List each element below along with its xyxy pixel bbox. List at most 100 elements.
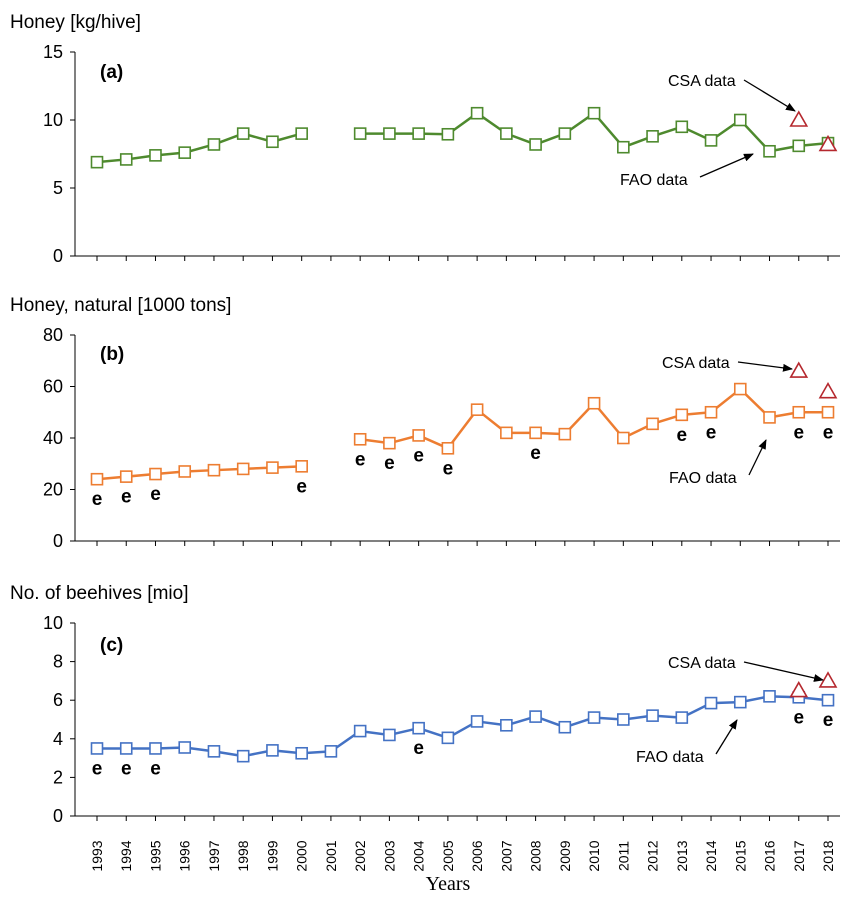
fao-data-point (383, 728, 396, 742)
x-tick-label: 2004 (411, 840, 427, 871)
fao-data-point (704, 134, 718, 147)
x-tick-label: 2018 (820, 840, 836, 871)
fao-data-point (383, 127, 396, 140)
fao-data-point (500, 426, 513, 440)
fao-data-point (733, 113, 747, 127)
annotation-fao-data: FAO data (636, 749, 704, 766)
fao-data-point (821, 693, 835, 707)
annotation-fao-data: FAO data (669, 470, 737, 487)
annotation-arrow (743, 79, 796, 112)
estimate-marker: e (92, 758, 103, 779)
fao-data-point (529, 710, 542, 723)
fao-data-point (733, 382, 747, 396)
x-tick-label: 2017 (791, 840, 807, 871)
x-tick-label: 2008 (528, 840, 544, 871)
x-axis-title: Years (426, 873, 471, 893)
x-tick-label: 1999 (264, 840, 280, 871)
y-tick-label: 0 (53, 246, 63, 266)
y-axis-label: No. of beehives [mio] (10, 583, 188, 604)
fao-data-point (353, 127, 367, 140)
fao-data-point (441, 127, 455, 141)
estimate-marker: e (443, 458, 454, 479)
fao-data-point (149, 467, 162, 481)
fao-data-point (587, 711, 601, 724)
x-tick-label: 2016 (762, 840, 778, 871)
x-tick-label: 2000 (294, 840, 310, 871)
fao-data-point (90, 155, 104, 169)
y-tick-label: 20 (43, 480, 63, 500)
y-tick-label: 0 (53, 806, 63, 826)
fao-data-point (558, 427, 572, 441)
fao-data-point (207, 463, 221, 477)
x-tick-label: 2007 (498, 840, 514, 871)
y-tick-label: 80 (43, 325, 63, 345)
estimate-marker: e (530, 443, 541, 464)
y-tick-label: 60 (43, 377, 63, 397)
estimate-marker: e (793, 422, 804, 443)
x-tick-label: 2014 (703, 840, 719, 871)
x-tick-label: 2002 (352, 840, 368, 871)
annotation-arrow (743, 661, 824, 682)
fao-data-point (470, 715, 484, 728)
fao-data-point (704, 405, 718, 419)
fao-data-point (529, 426, 542, 440)
estimate-marker: e (121, 487, 132, 508)
estimate-marker: e (706, 422, 717, 443)
fao-data-point (119, 153, 133, 166)
x-tick-label: 2015 (732, 840, 748, 871)
estimate-marker: e (150, 484, 161, 505)
fao-data-point (295, 127, 308, 140)
y-tick-label: 6 (53, 690, 63, 710)
fao-data-point (441, 441, 455, 455)
x-tick-label: 1993 (89, 840, 105, 871)
y-tick-label: 10 (43, 110, 63, 130)
estimate-marker: e (677, 425, 688, 446)
x-tick-label: 2003 (381, 840, 397, 871)
fao-series-line (97, 695, 829, 758)
panel-letter: (c) (100, 635, 123, 656)
fao-data-point (90, 472, 104, 486)
panel-letter: (a) (100, 62, 123, 83)
estimate-marker: e (823, 710, 834, 731)
fao-data-point (617, 713, 630, 726)
fao-data-point (646, 417, 659, 431)
x-tick-label: 2005 (440, 840, 456, 871)
fao-data-point (821, 405, 835, 419)
fao-data-point (149, 742, 162, 755)
fao-data-point (675, 408, 689, 422)
y-tick-label: 4 (53, 729, 63, 749)
fao-data-point (119, 470, 133, 483)
fao-data-point (178, 146, 192, 159)
fao-data-point (763, 411, 776, 424)
x-tick-label: 1995 (147, 840, 163, 871)
estimate-marker: e (92, 489, 103, 510)
csa-data-point (789, 680, 809, 698)
fao-data-point (353, 432, 367, 446)
fao-data-point (646, 130, 659, 143)
fao-data-point (558, 127, 572, 140)
fao-data-point (470, 106, 484, 120)
fao-data-point (383, 436, 396, 450)
annotation-csa-data: CSA data (668, 655, 736, 672)
fao-data-point (90, 742, 104, 755)
x-tick-label: 2009 (557, 840, 573, 871)
fao-data-point (587, 106, 601, 120)
fao-data-point (617, 431, 630, 445)
fao-data-point (119, 742, 133, 755)
chart-panel-a: Honey [kg/hive] 0 5 10 15 (a) CSA data FAO data (10, 12, 840, 266)
fao-data-point (529, 138, 542, 151)
estimate-marker: e (793, 707, 804, 728)
x-tick-label: 1998 (235, 840, 251, 871)
fao-data-point (266, 461, 279, 474)
csa-data-point (818, 134, 838, 152)
fao-data-point (353, 724, 367, 738)
fao-data-point (207, 745, 221, 758)
fao-data-point (295, 460, 308, 473)
y-tick-label: 10 (43, 613, 63, 633)
fao-data-point (412, 127, 425, 140)
fao-data-point (617, 140, 630, 154)
fao-data-point (236, 462, 250, 476)
